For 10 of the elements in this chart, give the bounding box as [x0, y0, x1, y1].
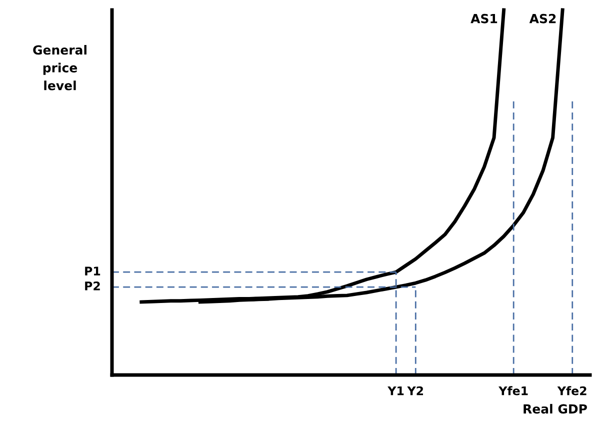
x-tick-label: Y2 — [407, 386, 424, 396]
y-axis-title: General price level — [33, 45, 86, 90]
text: P1 — [85, 266, 100, 276]
x-tick-label: Yfe2 — [557, 386, 586, 396]
text: P2 — [85, 282, 100, 290]
series-label: AS2 — [529, 14, 556, 24]
series-label: AS1 — [470, 14, 498, 24]
x-tick-label: Yfe1 — [498, 386, 528, 396]
x-tick-label: Y1 — [388, 386, 404, 396]
x-axis-title: Real GDP — [524, 404, 587, 414]
